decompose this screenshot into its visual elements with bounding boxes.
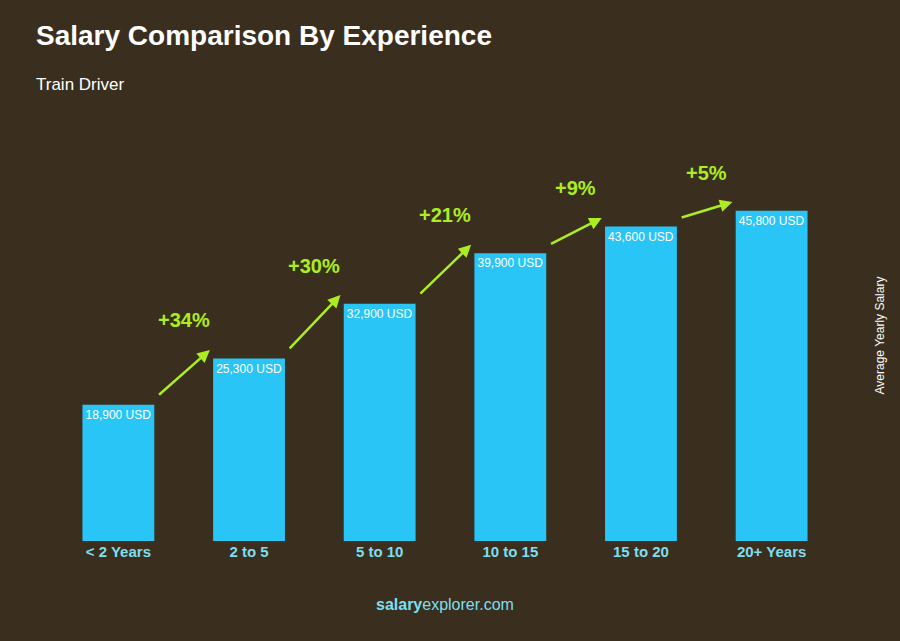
svg-text:< 2 Years: < 2 Years — [86, 543, 151, 560]
svg-text:+30%: +30% — [288, 255, 340, 277]
svg-text:2 to 5: 2 to 5 — [229, 543, 268, 560]
svg-text:45,800 USD: 45,800 USD — [739, 214, 805, 228]
svg-text:salaryexplorer.com: salaryexplorer.com — [376, 596, 514, 613]
svg-text:32,900 USD: 32,900 USD — [347, 307, 413, 321]
svg-text:5 to 10: 5 to 10 — [356, 543, 404, 560]
svg-text:20+ Years: 20+ Years — [737, 543, 806, 560]
svg-text:10 to 15: 10 to 15 — [482, 543, 538, 560]
svg-text:Salary Comparison By Experienc: Salary Comparison By Experience — [36, 20, 492, 51]
svg-text:Average Yearly Salary: Average Yearly Salary — [873, 277, 887, 395]
svg-text:+34%: +34% — [158, 309, 210, 331]
svg-text:Train Driver: Train Driver — [36, 75, 124, 94]
svg-text:39,900 USD: 39,900 USD — [477, 256, 543, 270]
svg-text:18,900 USD: 18,900 USD — [86, 408, 152, 422]
svg-text:43,600 USD: 43,600 USD — [608, 230, 674, 244]
svg-text:+5%: +5% — [686, 162, 727, 184]
svg-text:+21%: +21% — [419, 204, 471, 226]
svg-text:+9%: +9% — [555, 177, 596, 199]
svg-text:25,300 USD: 25,300 USD — [216, 362, 282, 376]
svg-text:15 to 20: 15 to 20 — [613, 543, 669, 560]
